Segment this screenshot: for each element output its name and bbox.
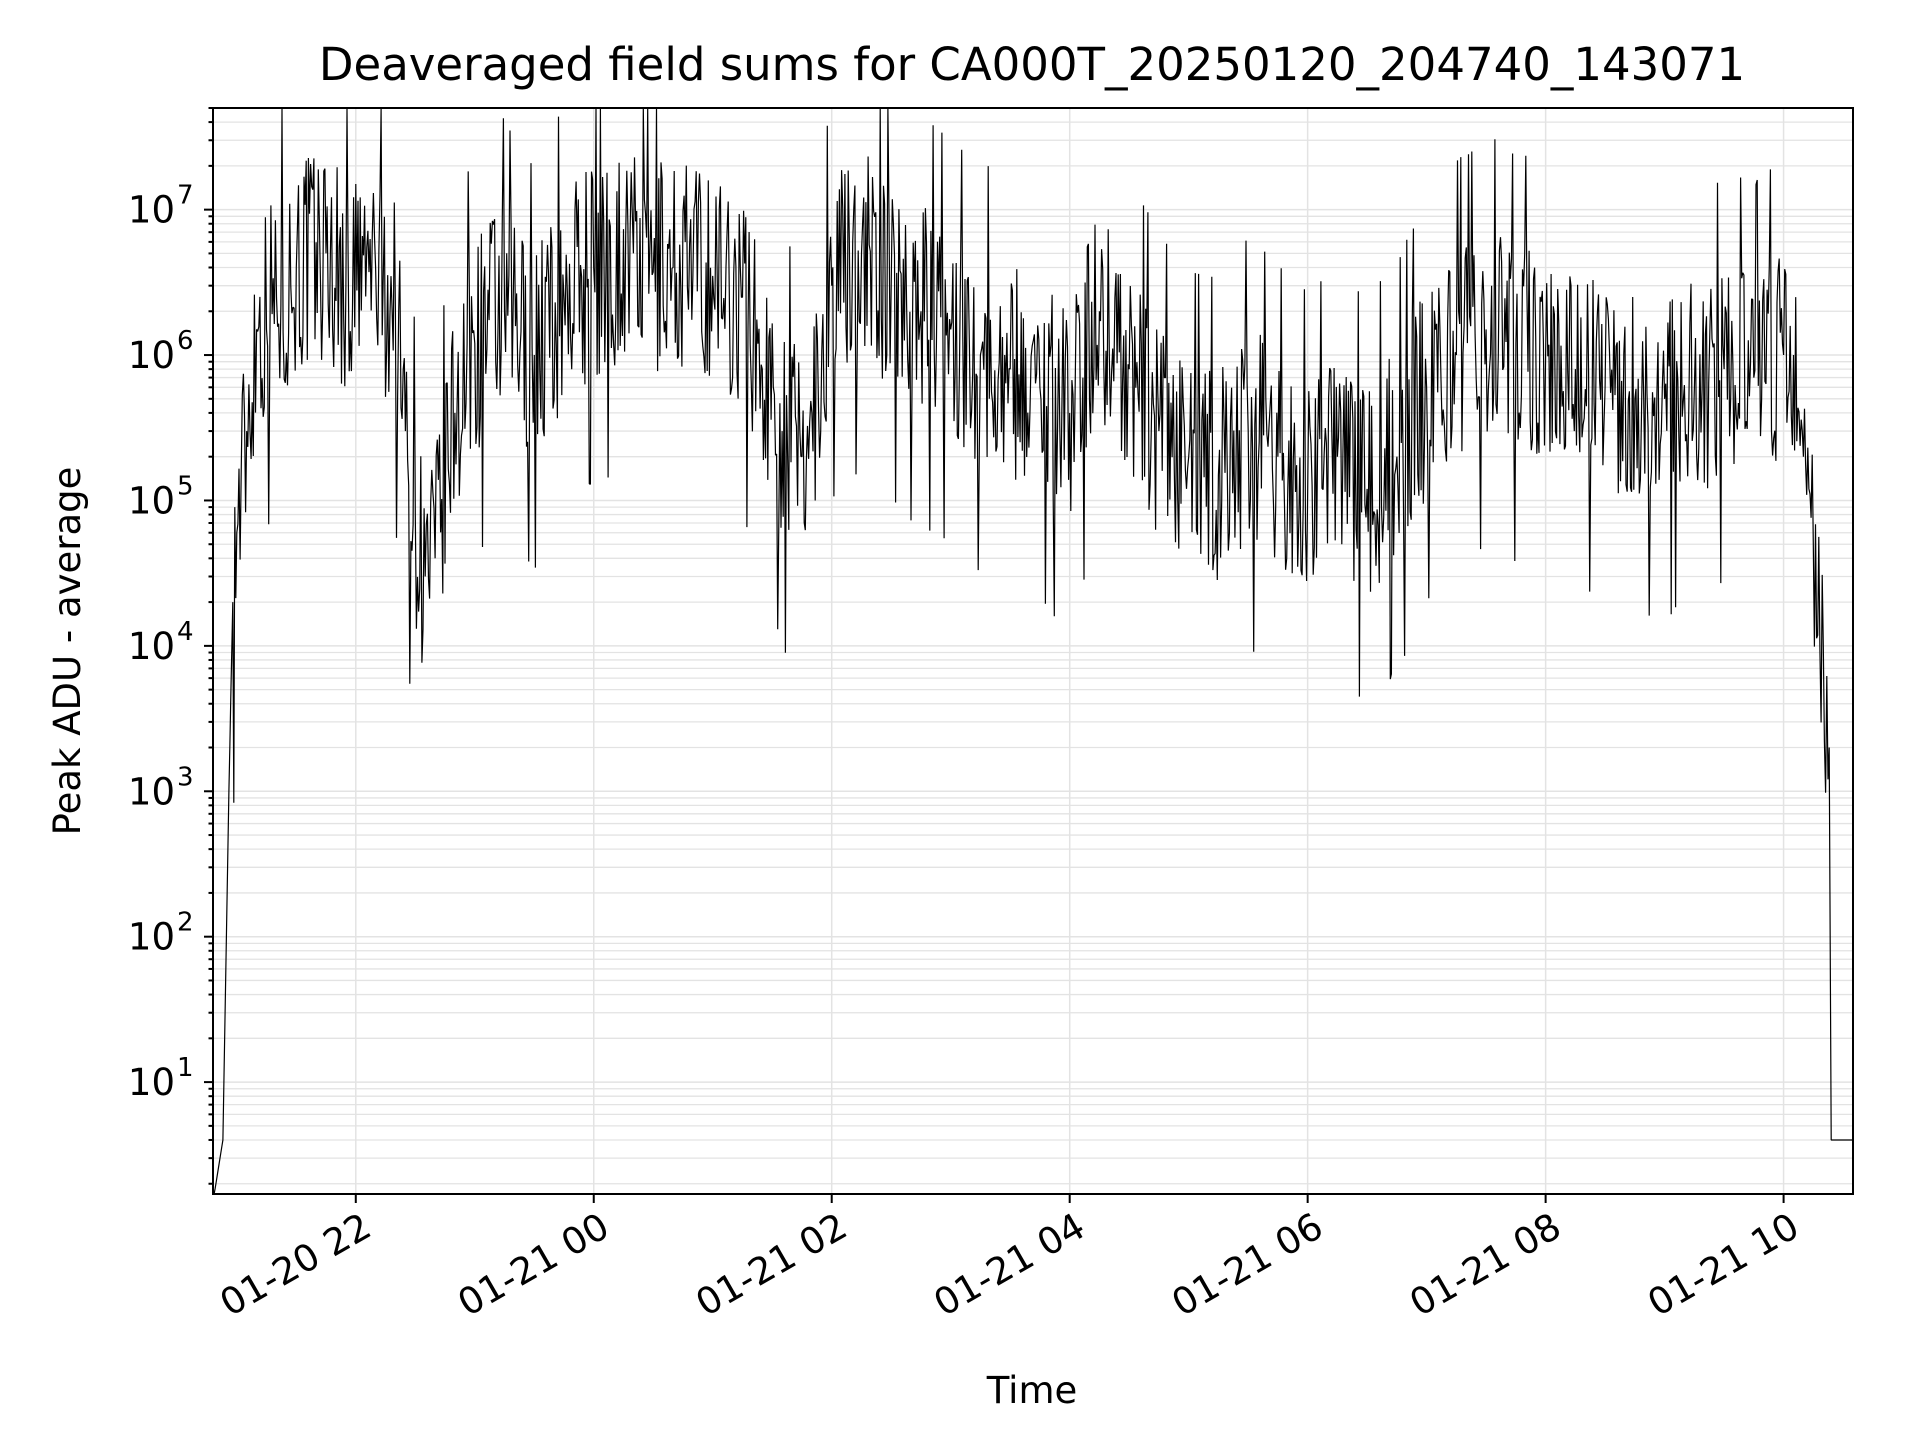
series-layer	[213, 107, 1853, 1195]
y-tick-exponent: 3	[177, 762, 194, 792]
y-tick-exponent: 2	[177, 908, 194, 938]
y-tick-exponent: 7	[177, 181, 194, 211]
grid	[213, 107, 1853, 1194]
y-tick-label: 10	[128, 625, 175, 668]
y-tick-label: 10	[128, 1061, 175, 1104]
x-axis-label: Time	[986, 1369, 1078, 1412]
plot-frame	[212, 107, 1854, 1195]
y-tick-label: 10	[128, 770, 175, 813]
y-tick-exponent: 1	[177, 1053, 194, 1083]
y-tick-label: 10	[128, 189, 175, 232]
y-tick-exponent: 4	[177, 617, 194, 647]
y-tick-label: 10	[128, 479, 175, 522]
series-line	[213, 107, 1853, 1195]
y-tick-label: 10	[128, 334, 175, 377]
chart-title: Deaveraged field sums for CA000T_2025012…	[319, 38, 1745, 91]
y-axis-label: Peak ADU - average	[46, 467, 89, 836]
y-tick-label: 10	[128, 916, 175, 959]
y-tick-exponent: 6	[177, 326, 194, 356]
y-tick-exponent: 5	[177, 471, 194, 501]
